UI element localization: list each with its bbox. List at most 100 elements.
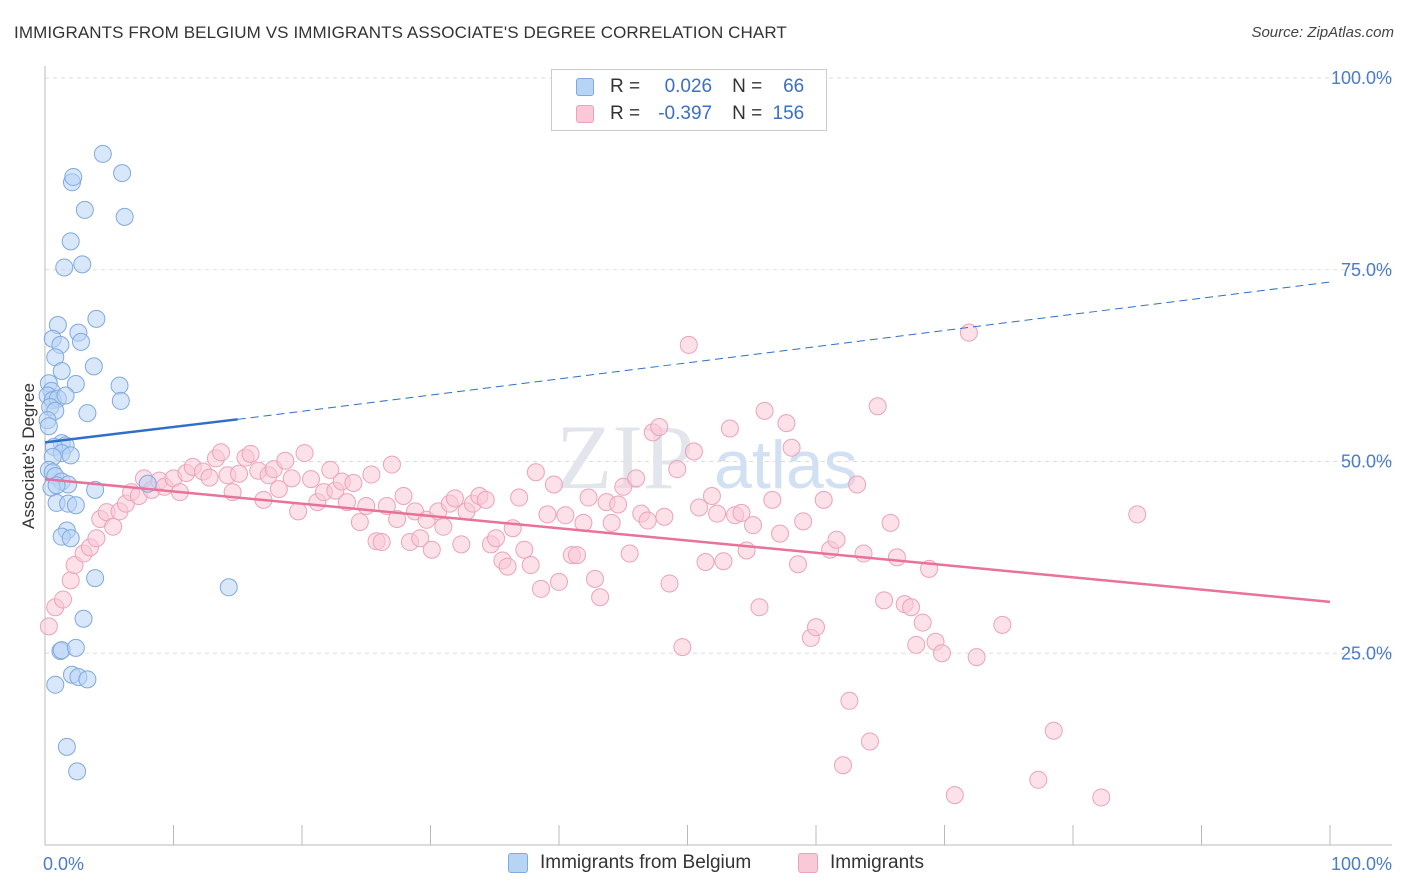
immigrants-point [230,464,249,483]
immigrants-point [212,443,231,462]
immigrants-point [276,451,295,470]
immigrants-point [394,487,413,506]
immigrants-point [39,617,58,636]
immigrants-trend-line [44,477,1331,604]
immigrants-point [445,489,464,508]
series-legend-immigrants[interactable]: Immigrants [798,852,924,874]
immigrants-point [848,475,867,494]
belgium-point [111,391,130,410]
immigrants-point [807,618,825,637]
immigrants-point [827,530,846,549]
legend-swatch-immigrants [576,105,594,123]
belgium-trend-extension [237,281,1331,420]
immigrants-point [357,496,376,515]
immigrants-point [282,469,301,488]
belgium-point [68,762,87,781]
immigrants-point [372,533,391,552]
immigrants-point [1128,505,1147,524]
belgium-point [61,232,80,251]
belgium-point [86,480,105,499]
immigrants-point [301,470,320,489]
immigrants-point [967,648,986,667]
immigrants-point [833,756,852,775]
immigrants-point [269,480,288,499]
x-tick-label-min: 0.0% [43,854,84,874]
immigrants-point [585,569,604,588]
series-label-immigrants: Immigrants [830,852,924,873]
legend-r-value-belgium: 0.026 [664,76,713,97]
belgium-point [66,496,85,515]
immigrants-point [932,644,951,663]
belgium-point [78,670,97,689]
series-swatch-belgium [508,853,528,873]
trend-lines [44,281,1331,604]
belgium-point [56,386,75,405]
immigrants-point [763,490,782,509]
immigrants-point [902,598,921,617]
immigrants-point [53,590,72,609]
belgium-point [61,529,80,548]
legend-r-value-immigrants: -0.397 [658,103,713,124]
immigrants-point [1029,770,1048,789]
immigrants-point [684,442,703,461]
immigrants-point [87,529,106,548]
y-tick-label: 50.0% [1341,452,1392,472]
immigrants-point [696,552,715,571]
immigrants-point [993,615,1012,634]
immigrants-point [1044,721,1063,740]
y-tick-label: 25.0% [1341,643,1392,663]
belgium-point [73,255,92,274]
legend-row-belgium: R = 0.026 N = 66 [576,75,804,99]
immigrants-point [860,732,879,751]
immigrants-point [620,544,639,563]
legend-r-label: R = [610,103,641,124]
immigrants-point [289,502,308,521]
immigrants-point [854,544,873,563]
correlation-legend: R = 0.026 N = 66 R = -0.397 N = 156 [551,69,827,131]
series-legend: Immigrants from Belgium Immigrants [0,852,1406,878]
belgium-point [86,569,105,588]
immigrants-point [452,535,471,554]
belgium-point [84,357,103,376]
belgium-point [74,609,93,628]
belgium-point [71,332,90,351]
belgium-point [39,417,58,436]
immigrants-point [388,510,407,529]
series-legend-belgium[interactable]: Immigrants from Belgium [508,852,751,874]
source-label: Source: ZipAtlas.com [1251,24,1394,41]
belgium-point [93,144,112,163]
legend-n-label: N = [732,103,763,124]
belgium-point [46,675,65,694]
immigrants-point [609,495,628,514]
immigrants-point [679,335,698,354]
immigrants-point [660,574,679,593]
immigrants-point [789,555,808,574]
legend-n-label: N = [732,76,763,97]
immigrants-point [104,517,123,536]
belgium-point [55,258,74,277]
immigrants-point [434,517,453,536]
immigrants-point [321,460,340,479]
immigrants-point [591,588,610,607]
immigrants-point [382,455,401,474]
immigrants-point [702,487,721,506]
immigrants-point [627,469,646,488]
tick-labels: 0.0% 100.0% 100.0% 75.0% 50.0% 25.0% [43,68,1392,874]
belgium-point [110,376,129,395]
immigrants-point [708,504,727,523]
immigrants-point [1092,788,1111,807]
immigrants-point [579,488,598,507]
immigrants-point [655,507,674,526]
belgium-point [57,737,76,756]
legend-n-value-immigrants: 156 [772,103,805,124]
x-tick-label-max: 100.0% [1331,854,1392,874]
immigrants-point [200,468,219,487]
immigrants-point [650,417,669,436]
immigrants-point [744,516,763,535]
belgium-point [78,404,97,423]
y-tick-label: 100.0% [1331,68,1392,88]
belgium-point [75,200,94,219]
belgium-point [66,638,85,657]
immigrants-point [295,444,314,463]
